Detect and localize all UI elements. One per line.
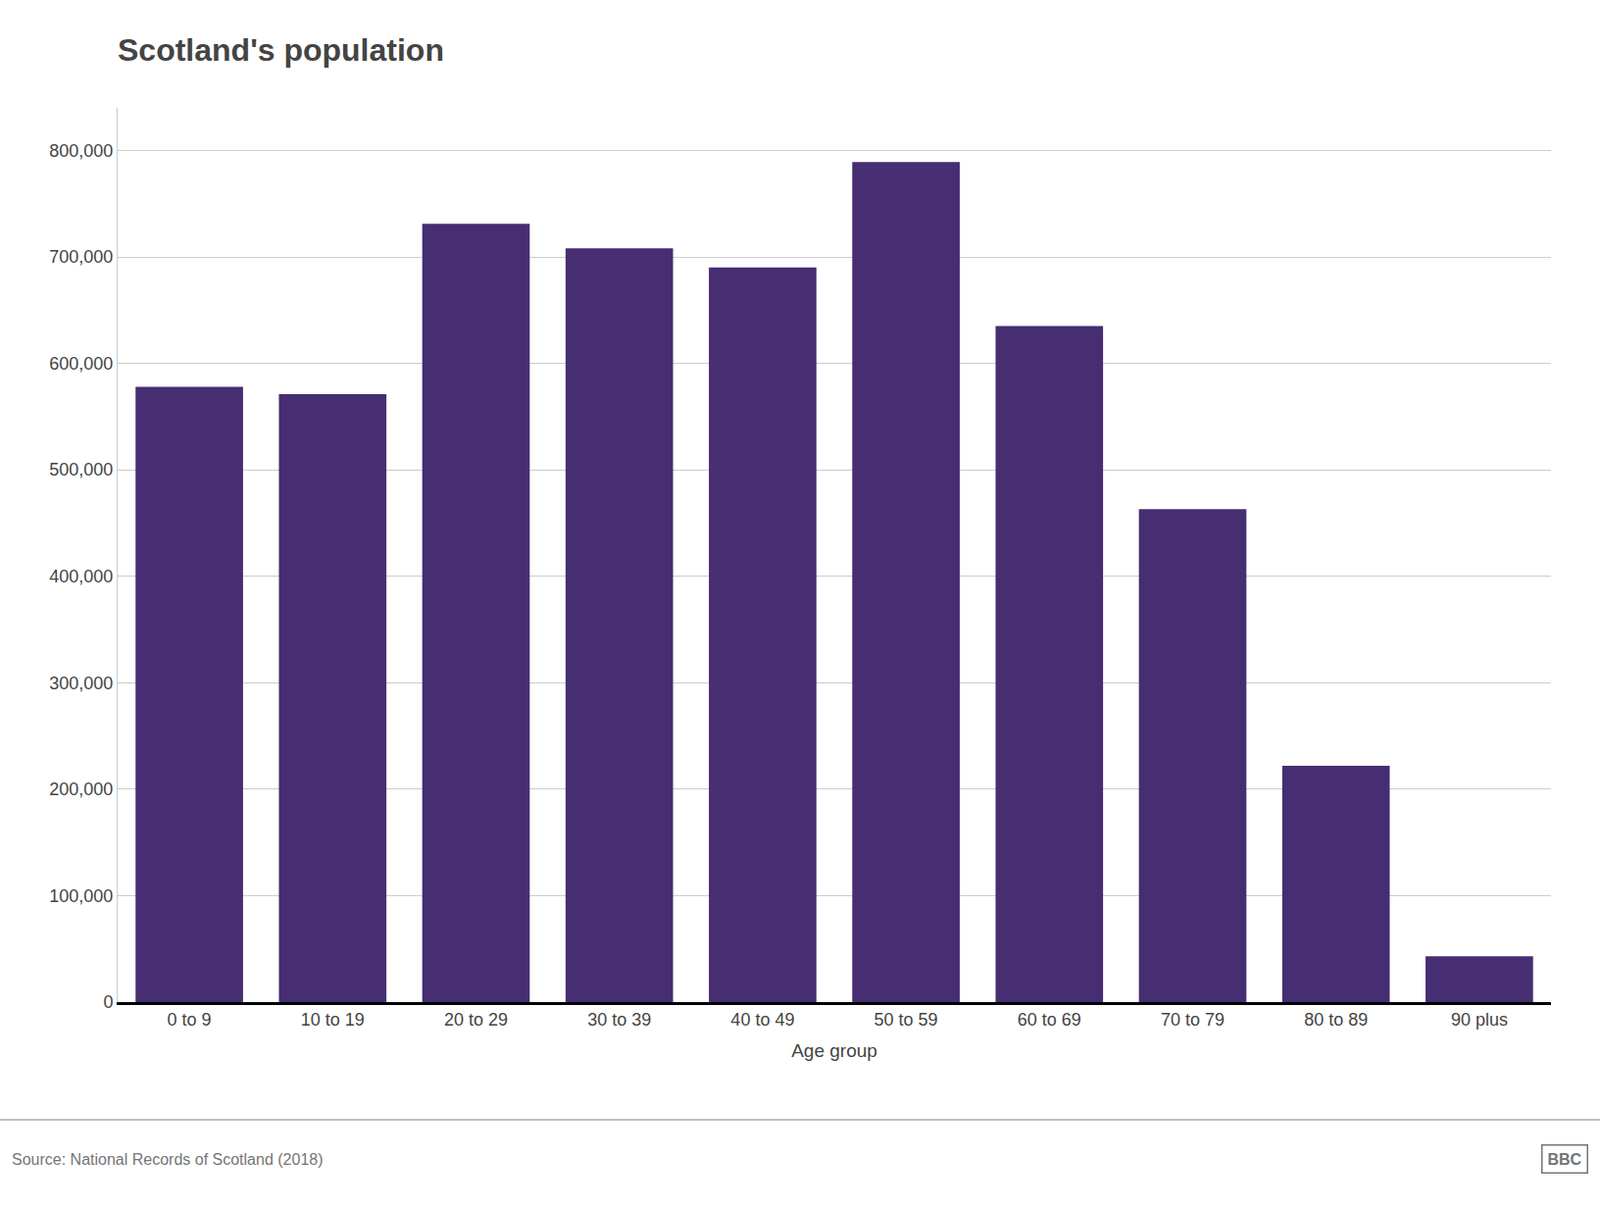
svg-text:70 to 79: 70 to 79 (1160, 1009, 1225, 1030)
svg-text:800,000: 800,000 (49, 141, 113, 161)
svg-text:60 to 69: 60 to 69 (1017, 1009, 1082, 1030)
svg-text:BBC: BBC (1548, 1150, 1583, 1168)
svg-text:10 to 19: 10 to 19 (300, 1009, 365, 1030)
svg-text:400,000: 400,000 (49, 566, 113, 587)
svg-text:0: 0 (102, 992, 113, 1012)
svg-text:80 to 89: 80 to 89 (1303, 1009, 1368, 1030)
svg-text:Age group: Age group (791, 1040, 878, 1061)
svg-text:Scotland's population: Scotland's population (117, 32, 445, 68)
svg-text:700,000: 700,000 (49, 247, 113, 267)
svg-text:0 to 9: 0 to 9 (167, 1009, 212, 1030)
svg-text:90 plus: 90 plus (1450, 1009, 1508, 1030)
svg-text:30 to 39: 30 to 39 (587, 1009, 651, 1030)
svg-text:100,000: 100,000 (49, 886, 113, 906)
svg-text:Source: National Records of Sc: Source: National Records of Scotland (20… (11, 1150, 324, 1168)
svg-text:20 to 29: 20 to 29 (444, 1009, 508, 1030)
svg-text:500,000: 500,000 (49, 459, 113, 480)
svg-text:50 to 59: 50 to 59 (874, 1009, 939, 1030)
svg-text:600,000: 600,000 (49, 353, 113, 374)
svg-text:300,000: 300,000 (49, 673, 113, 694)
svg-text:40 to 49: 40 to 49 (730, 1009, 795, 1030)
svg-text:200,000: 200,000 (49, 779, 113, 800)
